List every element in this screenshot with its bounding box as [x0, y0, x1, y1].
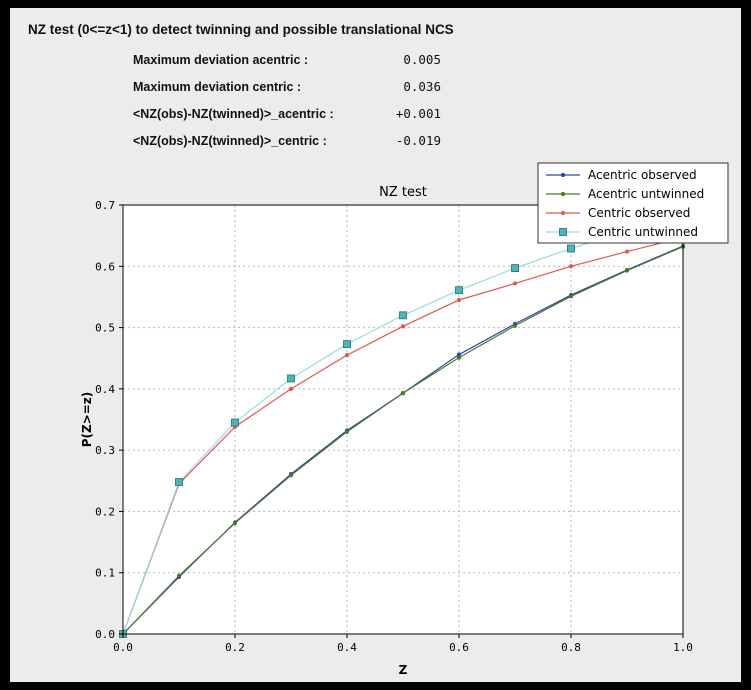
- series-marker-acentric-observed: [456, 352, 462, 357]
- chart-title: NZ test: [379, 185, 427, 200]
- y-tick-label: 0.6: [95, 260, 115, 273]
- x-tick-label: 0.8: [561, 641, 581, 654]
- series-marker-centric-observed: [512, 281, 518, 286]
- series-marker-acentric-untwinned: [568, 294, 574, 299]
- series-marker-acentric-untwinned: [456, 355, 462, 360]
- series-marker-acentric-untwinned: [624, 268, 630, 273]
- x-tick-label: 0.0: [113, 641, 133, 654]
- y-tick-label: 0.2: [95, 505, 115, 518]
- nz-test-panel: NZ test (0<=z<1) to detect twinning and …: [10, 8, 741, 682]
- stat-row-max-deviation-centric: Maximum deviation centric : 0.036: [133, 79, 441, 106]
- series-marker-centric-untwinned: [567, 244, 575, 253]
- series-marker-acentric-untwinned: [344, 429, 350, 434]
- series-marker-centric-observed: [344, 353, 350, 358]
- stat-value: +0.001: [395, 106, 441, 121]
- stat-value: 0.036: [403, 79, 441, 94]
- stat-value: 0.005: [403, 52, 441, 67]
- legend-box: [537, 162, 729, 244]
- series-marker-centric-untwinned: [343, 340, 351, 349]
- stats-block: Maximum deviation acentric : 0.005 Maxim…: [133, 52, 441, 160]
- stat-label: <NZ(obs)-NZ(twinned)>_acentric :: [133, 107, 334, 121]
- series-marker-centric-untwinned: [287, 374, 295, 383]
- x-tick-label: 1.0: [673, 641, 693, 654]
- series-marker-acentric-untwinned: [400, 391, 406, 396]
- legend-marker-centric-untwinned: [559, 228, 567, 236]
- y-tick-label: 0.5: [95, 322, 115, 335]
- legend-label-centric-observed: Centric observed: [588, 206, 690, 220]
- stat-label: <NZ(obs)-NZ(twinned)>_centric :: [133, 134, 327, 148]
- stat-label: Maximum deviation centric :: [133, 80, 302, 94]
- nz-plot: 0.0 0.2 0.4 0.6 0.8 1.0 0.0 0.1 0.2 0.3 0.4 0.5 0.6 0…: [80, 162, 729, 677]
- stat-row-max-deviation-acentric: Maximum deviation acentric : 0.005: [133, 52, 441, 79]
- y-tick-label: 0.1: [95, 567, 115, 580]
- series-marker-centric-untwinned: [175, 478, 183, 486]
- series-marker-centric-observed: [288, 386, 294, 391]
- series-marker-centric-untwinned: [399, 311, 407, 320]
- y-tick-label: 0.3: [95, 444, 115, 457]
- legend-label-acentric-observed: Acentric observed: [588, 168, 697, 182]
- series-marker-acentric-untwinned: [176, 573, 182, 578]
- legend-label-acentric-untwinned: Acentric untwinned: [588, 187, 704, 201]
- plot-area: [123, 205, 683, 634]
- plot-border: [122, 204, 684, 635]
- stat-row-nz-diff-acentric: <NZ(obs)-NZ(twinned)>_acentric : +0.001: [133, 106, 441, 133]
- legend-marker-acentric-observed: [560, 172, 566, 178]
- x-tick-label: 0.4: [337, 641, 357, 654]
- legend-marker-centric-observed: [560, 210, 566, 216]
- series-marker-acentric-untwinned: [288, 473, 294, 478]
- x-tick-label: 0.2: [225, 641, 245, 654]
- series-marker-centric-untwinned: [455, 286, 463, 295]
- y-axis-label: P(Z>=z): [80, 392, 94, 448]
- series-marker-acentric-untwinned: [512, 323, 518, 328]
- legend-label-centric-untwinned: Centric untwinned: [588, 225, 698, 239]
- legend-marker-acentric-untwinned: [560, 191, 566, 197]
- stat-value: -0.019: [395, 133, 441, 148]
- series-marker-acentric-untwinned: [232, 520, 238, 526]
- series-marker-centric-untwinned: [511, 264, 519, 273]
- series-marker-centric-observed: [400, 324, 406, 329]
- x-tick-label: 0.6: [449, 641, 469, 654]
- y-tick-label: 0.7: [95, 199, 115, 212]
- series-marker-centric-observed: [568, 264, 574, 269]
- y-tick-label: 0.0: [95, 628, 115, 641]
- series-marker-centric-observed: [624, 249, 630, 254]
- series-marker-centric-observed: [456, 297, 462, 303]
- y-tick-label: 0.4: [95, 383, 115, 396]
- stat-row-nz-diff-centric: <NZ(obs)-NZ(twinned)>_centric : -0.019: [133, 133, 441, 160]
- x-axis-label: Z: [399, 663, 408, 677]
- stat-label: Maximum deviation acentric :: [133, 53, 309, 67]
- page-title: NZ test (0<=z<1) to detect twinning and …: [28, 22, 454, 37]
- series-marker-centric-untwinned: [231, 418, 239, 427]
